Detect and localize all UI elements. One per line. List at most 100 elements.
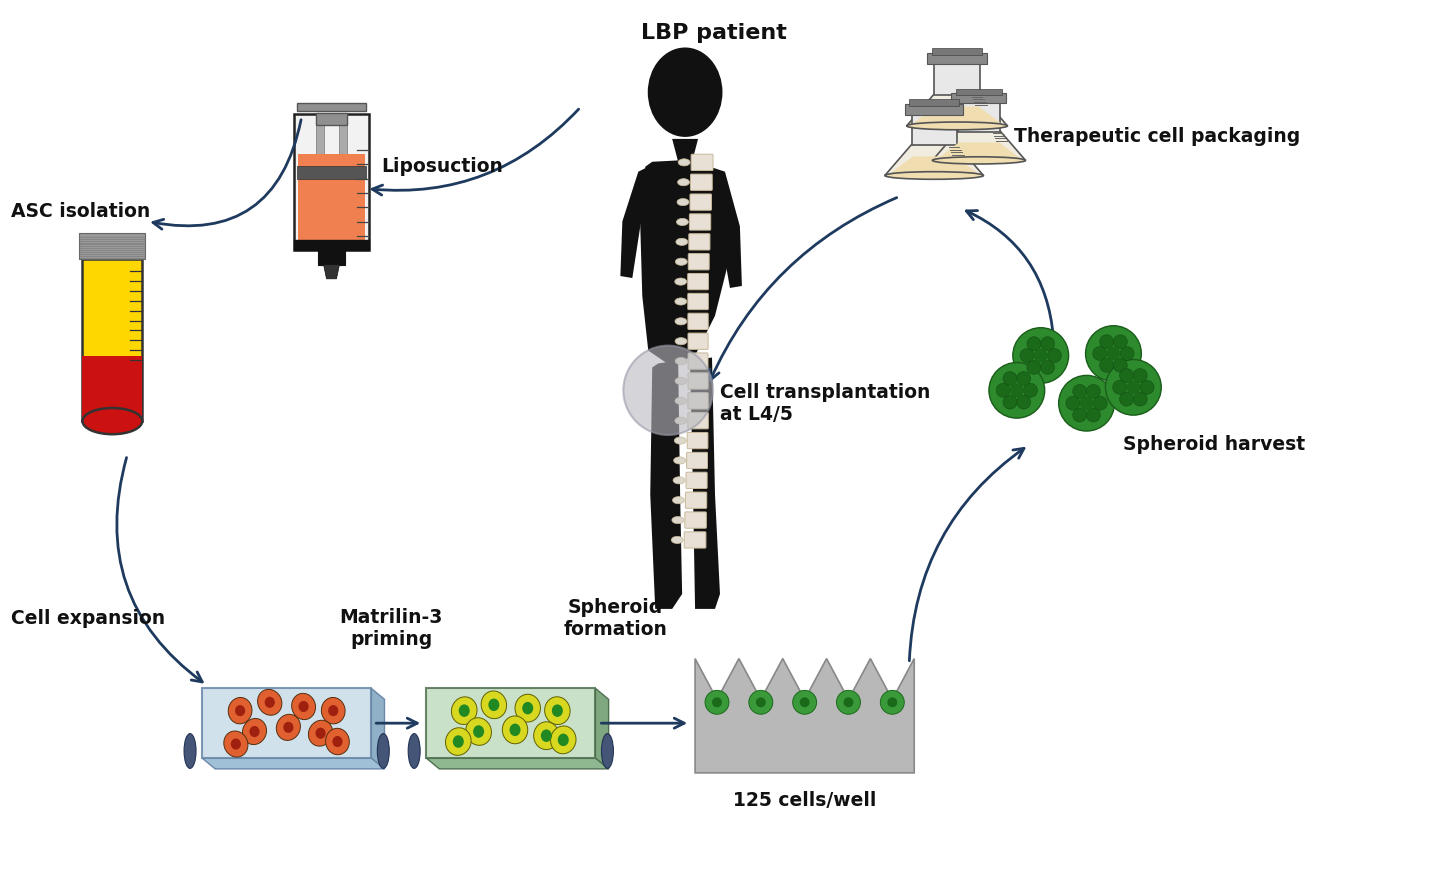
Circle shape: [1073, 384, 1086, 398]
Text: LBP patient: LBP patient: [642, 23, 787, 43]
Ellipse shape: [453, 735, 464, 748]
Bar: [316, 122, 323, 187]
Ellipse shape: [224, 731, 247, 757]
Ellipse shape: [299, 701, 309, 712]
Circle shape: [749, 690, 773, 714]
Polygon shape: [372, 689, 384, 769]
Ellipse shape: [276, 714, 300, 740]
Circle shape: [1023, 383, 1037, 397]
Circle shape: [1093, 396, 1107, 410]
Bar: [927, 52, 987, 64]
Ellipse shape: [602, 733, 613, 768]
Polygon shape: [596, 689, 609, 769]
FancyBboxPatch shape: [689, 254, 709, 270]
Circle shape: [1016, 372, 1030, 386]
Bar: [909, 100, 959, 107]
Circle shape: [1119, 392, 1133, 406]
FancyBboxPatch shape: [687, 293, 709, 310]
Circle shape: [1133, 368, 1147, 382]
Text: 125 cells/well: 125 cells/well: [733, 791, 876, 810]
Ellipse shape: [446, 728, 472, 755]
Ellipse shape: [674, 437, 686, 444]
FancyBboxPatch shape: [687, 393, 709, 409]
Ellipse shape: [674, 397, 687, 404]
Text: Therapeutic cell packaging: Therapeutic cell packaging: [1013, 128, 1300, 146]
FancyBboxPatch shape: [687, 274, 709, 290]
FancyBboxPatch shape: [686, 473, 707, 488]
Ellipse shape: [514, 694, 540, 722]
Ellipse shape: [452, 696, 477, 724]
Ellipse shape: [552, 704, 563, 717]
Circle shape: [887, 697, 897, 707]
Ellipse shape: [673, 497, 684, 504]
Circle shape: [1106, 360, 1162, 415]
Circle shape: [1020, 348, 1035, 362]
Ellipse shape: [550, 726, 576, 753]
FancyBboxPatch shape: [686, 492, 707, 508]
FancyBboxPatch shape: [692, 154, 713, 171]
Ellipse shape: [673, 457, 686, 464]
Ellipse shape: [674, 298, 687, 305]
Ellipse shape: [329, 705, 339, 717]
FancyBboxPatch shape: [690, 194, 712, 210]
Ellipse shape: [243, 718, 267, 745]
Circle shape: [880, 690, 905, 714]
Circle shape: [843, 697, 853, 707]
Ellipse shape: [322, 697, 346, 724]
Polygon shape: [704, 167, 742, 288]
Polygon shape: [690, 358, 720, 609]
Polygon shape: [932, 131, 1026, 160]
Circle shape: [1106, 346, 1120, 360]
Circle shape: [1073, 408, 1086, 422]
Polygon shape: [426, 758, 609, 769]
Circle shape: [793, 690, 816, 714]
Polygon shape: [201, 758, 384, 769]
Ellipse shape: [674, 377, 687, 384]
Bar: [957, 100, 1000, 131]
Ellipse shape: [333, 736, 343, 747]
Ellipse shape: [503, 716, 527, 744]
Circle shape: [756, 697, 766, 707]
Ellipse shape: [674, 278, 687, 285]
FancyBboxPatch shape: [684, 532, 706, 548]
Ellipse shape: [377, 733, 389, 768]
Bar: [317, 248, 346, 264]
Polygon shape: [620, 164, 652, 278]
Ellipse shape: [292, 693, 316, 719]
Ellipse shape: [540, 730, 552, 742]
Ellipse shape: [674, 318, 687, 325]
Ellipse shape: [231, 738, 242, 750]
Ellipse shape: [466, 718, 492, 746]
Bar: [297, 102, 366, 111]
Circle shape: [1133, 392, 1147, 406]
Text: Cell transplantation
at L4/5: Cell transplantation at L4/5: [720, 382, 930, 424]
Ellipse shape: [676, 258, 687, 265]
Polygon shape: [694, 659, 915, 773]
Bar: [956, 88, 1002, 95]
Text: Matrilin-3
priming: Matrilin-3 priming: [340, 608, 443, 649]
Ellipse shape: [674, 358, 687, 365]
Circle shape: [1010, 383, 1023, 397]
Circle shape: [1027, 360, 1040, 374]
Polygon shape: [640, 158, 730, 366]
FancyBboxPatch shape: [687, 373, 709, 389]
Ellipse shape: [557, 733, 569, 746]
Polygon shape: [885, 144, 983, 176]
Circle shape: [1066, 396, 1080, 410]
Polygon shape: [650, 360, 682, 609]
Ellipse shape: [522, 702, 533, 714]
Ellipse shape: [482, 691, 507, 718]
FancyBboxPatch shape: [686, 452, 707, 469]
Ellipse shape: [674, 338, 687, 345]
Circle shape: [623, 346, 713, 435]
Circle shape: [1003, 372, 1017, 386]
Ellipse shape: [234, 705, 246, 717]
Ellipse shape: [906, 122, 1007, 130]
Circle shape: [1033, 348, 1047, 362]
Ellipse shape: [473, 725, 484, 738]
FancyBboxPatch shape: [687, 412, 709, 429]
Circle shape: [1093, 346, 1106, 360]
Ellipse shape: [283, 722, 293, 733]
Circle shape: [1119, 368, 1133, 382]
FancyBboxPatch shape: [690, 174, 712, 191]
